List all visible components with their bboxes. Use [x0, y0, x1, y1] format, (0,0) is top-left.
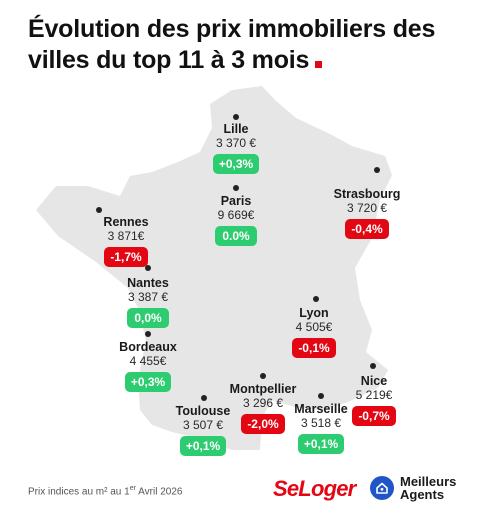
city-nantes: Nantes 3 387 € 0,0%	[98, 276, 198, 328]
meilleurs-agents-logo: Meilleurs Agents	[370, 475, 456, 501]
city-name: Lille	[223, 122, 249, 136]
city-bordeaux: Bordeaux 4 455€ +0,3%	[98, 340, 198, 392]
city-price: 9 669€	[217, 208, 255, 222]
france-mainland-shape	[36, 86, 392, 450]
city-marseille: Marseille 3 518 € +0,1%	[271, 402, 371, 454]
title-text: Évolution des prix immobiliers des ville…	[28, 15, 436, 74]
city-marker-lille	[233, 114, 239, 120]
city-price: 3 720 €	[346, 201, 388, 215]
change-badge: +0,1%	[297, 434, 345, 454]
city-lyon: Lyon 4 505€ -0,1%	[264, 306, 364, 358]
city-marker-marseille	[318, 393, 324, 399]
city-montpellier: Montpellier 3 296 € -2,0%	[213, 382, 313, 434]
footnote-suffix: Avril 2026	[135, 486, 183, 498]
city-name: Strasbourg	[333, 187, 401, 201]
city-price: 3 507 €	[182, 418, 224, 432]
change-badge: +0,3%	[124, 372, 172, 392]
city-price: 3 370 €	[215, 136, 257, 150]
city-price: 3 871€	[107, 229, 145, 243]
city-nice: Nice 5 219€ -0,7%	[324, 374, 424, 426]
footnote-sup: er	[129, 485, 136, 492]
city-marker-strasbourg	[374, 167, 380, 173]
city-marker-lyon	[313, 296, 319, 302]
city-paris: Paris 9 669€ 0.0%	[186, 194, 286, 246]
footnote-prefix: Prix indices au m² au 1	[28, 486, 130, 498]
city-marker-paris	[233, 185, 239, 191]
change-badge: 0.0%	[215, 226, 257, 246]
city-strasbourg: Strasbourg 3 720 € -0,4%	[317, 187, 417, 239]
page-title: Évolution des prix immobiliers des ville…	[28, 14, 468, 76]
city-price: 3 387 €	[127, 290, 169, 304]
city-name: Toulouse	[175, 404, 231, 418]
title-red-dot	[315, 61, 323, 68]
change-badge: +0,1%	[179, 436, 227, 456]
city-name: Bordeaux	[119, 340, 177, 354]
meilleurs-agents-text: Meilleurs Agents	[400, 475, 456, 501]
city-name: Paris	[220, 194, 252, 208]
meilleurs-agents-line1: Meilleurs	[400, 474, 457, 489]
city-marker-nantes	[145, 265, 151, 271]
city-marker-nice	[370, 363, 376, 369]
meilleurs-agents-line2: Agents	[400, 487, 445, 502]
city-name: Rennes	[103, 215, 149, 229]
change-badge: 0,0%	[127, 308, 169, 328]
city-rennes: Rennes 3 871€ -1,7%	[76, 215, 176, 267]
city-marker-bordeaux	[145, 331, 151, 337]
city-price: 4 505€	[295, 320, 333, 334]
city-name: Lyon	[299, 306, 329, 320]
change-badge: +0,3%	[212, 154, 260, 174]
change-badge: -0,1%	[292, 338, 336, 358]
seloger-logo: SeLoger	[273, 476, 356, 501]
city-marker-rennes	[96, 207, 102, 213]
change-badge: -2,0%	[241, 414, 285, 434]
city-toulouse: Toulouse 3 507 € +0,1%	[153, 404, 253, 456]
change-badge: -0,7%	[352, 406, 396, 426]
city-marker-toulouse	[201, 395, 207, 401]
footnote: Prix indices au m² au 1er Avril 2026	[28, 485, 182, 497]
city-name: Marseille	[294, 402, 348, 416]
city-name: Nantes	[127, 276, 169, 290]
change-badge: -1,7%	[104, 247, 148, 267]
house-icon	[370, 476, 394, 500]
city-price: 5 219€	[355, 388, 393, 402]
city-price: 3 296 €	[242, 396, 284, 410]
city-price: 3 518 €	[300, 416, 342, 430]
city-price: 4 455€	[129, 354, 167, 368]
city-lille: Lille 3 370 € +0,3%	[186, 122, 286, 174]
city-name: Nice	[360, 374, 388, 388]
change-badge: -0,4%	[345, 219, 389, 239]
city-marker-montpellier	[260, 373, 266, 379]
city-name: Montpellier	[229, 382, 297, 396]
